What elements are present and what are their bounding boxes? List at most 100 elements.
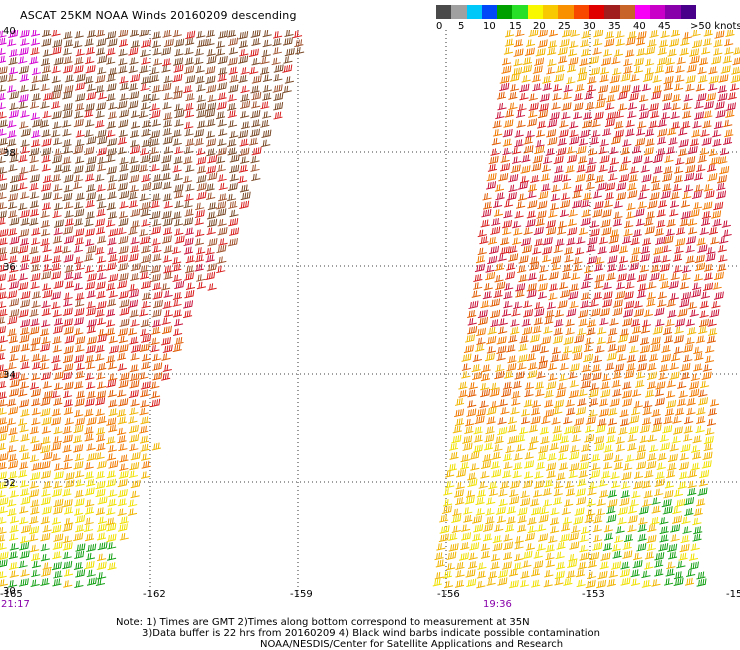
wind-barb <box>64 218 75 227</box>
footer-credit: NOAA/NESDIS/Center for Satellite Applica… <box>260 639 564 650</box>
wind-barb <box>717 245 727 253</box>
wind-barb <box>513 228 523 236</box>
wind-barb <box>641 570 651 579</box>
wind-barb <box>468 300 479 310</box>
wind-barb <box>480 550 491 559</box>
wind-barb <box>52 309 62 318</box>
wind-barb <box>141 471 151 479</box>
wind-barb <box>31 462 42 471</box>
wind-barb <box>490 561 500 570</box>
wind-barb <box>690 462 700 471</box>
wind-barb <box>719 165 730 175</box>
wind-barb <box>284 30 294 37</box>
wind-barb <box>543 326 553 334</box>
wind-barb <box>580 217 591 226</box>
wind-barb <box>499 75 510 84</box>
wind-barb <box>217 218 227 227</box>
wind-barb <box>205 30 216 38</box>
wind-barb <box>575 488 586 497</box>
wind-barb <box>500 481 510 489</box>
wind-barb <box>50 291 61 300</box>
wind-barb <box>482 193 492 201</box>
wind-barb <box>592 191 602 199</box>
wind-barb <box>250 30 261 38</box>
wind-barb <box>636 461 647 470</box>
wind-barb <box>205 165 216 174</box>
wind-barb <box>31 398 41 407</box>
wind-barb <box>152 253 162 262</box>
wind-barb <box>568 532 579 541</box>
wind-barb <box>207 283 217 291</box>
wind-barb <box>9 371 20 381</box>
wind-barb <box>238 164 249 173</box>
wind-barb <box>593 111 604 120</box>
wind-barb <box>538 103 549 112</box>
wind-barb <box>578 461 589 471</box>
wind-barb <box>686 64 697 73</box>
wind-barb <box>566 154 577 164</box>
wind-barb <box>527 525 537 534</box>
wind-barb <box>62 120 72 128</box>
wind-barb <box>617 517 627 525</box>
wind-barb <box>19 237 30 246</box>
wind-barb <box>108 460 119 469</box>
wind-barb <box>602 128 612 137</box>
wind-barb <box>512 220 522 229</box>
wind-barb <box>163 75 173 84</box>
wind-barb <box>692 435 702 444</box>
wind-barb <box>513 462 523 471</box>
wind-barb <box>119 163 129 172</box>
wind-barb <box>96 38 107 47</box>
wind-barb <box>604 31 614 40</box>
wind-barb <box>552 84 563 92</box>
wind-barb <box>539 426 549 435</box>
wind-barb <box>716 190 727 199</box>
wind-barb <box>500 155 510 163</box>
wind-barb <box>40 73 50 82</box>
wind-barb <box>52 541 63 550</box>
wind-barb <box>41 138 52 147</box>
wind-barb <box>626 202 636 211</box>
wind-barb <box>641 83 652 92</box>
wind-barb <box>494 184 505 192</box>
wind-barb <box>579 552 590 561</box>
wind-barb <box>31 75 41 84</box>
wind-barb <box>106 74 116 83</box>
wind-barb <box>598 164 608 173</box>
wind-barb <box>19 166 29 175</box>
wind-barb <box>650 336 661 345</box>
wind-barb <box>724 38 734 47</box>
wind-barb <box>621 398 632 407</box>
wind-barb <box>0 119 8 128</box>
wind-barb <box>505 445 515 454</box>
wind-barb <box>581 30 591 39</box>
wind-barb <box>42 110 52 119</box>
wind-barb <box>675 227 686 236</box>
wind-barb <box>709 156 720 166</box>
wind-barb <box>129 372 140 382</box>
wind-barb <box>42 245 52 253</box>
wind-barb <box>545 219 556 229</box>
wind-barb <box>607 255 618 264</box>
wind-barb <box>531 163 542 172</box>
wind-barb <box>530 506 541 516</box>
wind-barb <box>612 299 623 308</box>
wind-barb <box>647 200 658 209</box>
wind-barb <box>0 425 9 434</box>
wind-barb <box>534 471 544 479</box>
wind-barb <box>62 226 73 235</box>
longitude-label: -150 <box>726 589 740 600</box>
wind-barb <box>475 255 486 264</box>
wind-barb <box>618 255 629 264</box>
wind-barb <box>106 470 116 479</box>
wind-barb <box>468 382 478 390</box>
wind-barb <box>490 553 501 562</box>
wind-barb <box>31 553 41 561</box>
wind-barb <box>498 489 508 497</box>
wind-barb <box>497 417 507 425</box>
wind-barb <box>18 245 29 254</box>
wind-barb <box>51 75 61 84</box>
wind-barb <box>463 514 473 523</box>
wind-barb <box>515 434 526 443</box>
wind-barb <box>8 561 19 570</box>
